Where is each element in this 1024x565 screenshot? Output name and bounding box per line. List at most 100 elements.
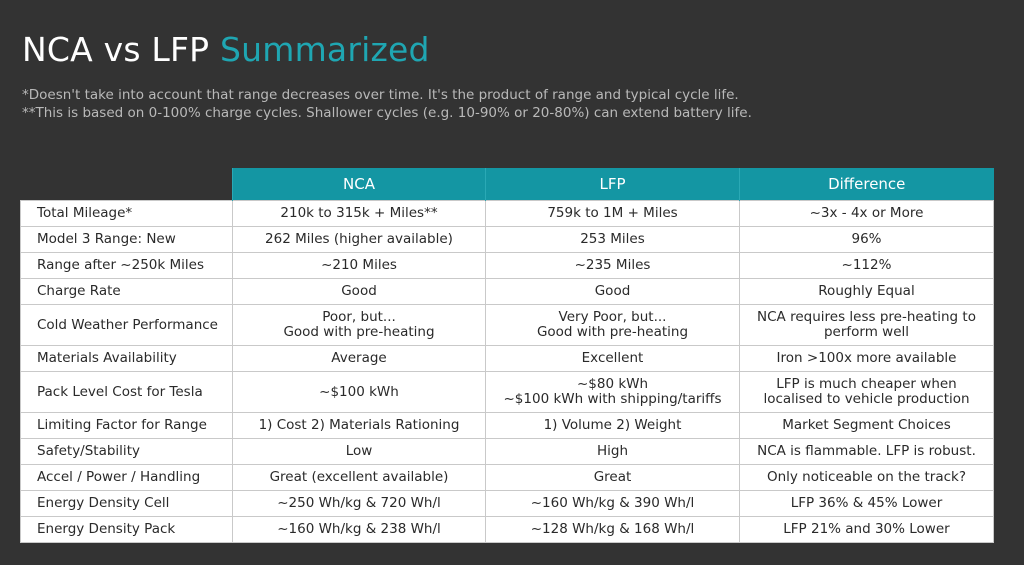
cell-line: NCA requires less pre-heating to	[757, 309, 976, 325]
page-title: NCA vs LFP Summarized	[22, 30, 430, 69]
title-accent: Summarized	[219, 30, 430, 69]
table-row: Energy Density Pack ~160 Wh/kg & 238 Wh/l…	[20, 516, 994, 543]
cell-lfp: ~$80 kWh ~$100 kWh with shipping/tariffs	[485, 371, 740, 413]
header-lfp: LFP	[485, 168, 740, 201]
cell-nca: ~250 Wh/kg & 720 Wh/l	[232, 490, 486, 517]
cell-lfp: ~128 Wh/kg & 168 Wh/l	[485, 516, 740, 543]
cell-line: Great	[593, 469, 632, 485]
table-row: Model 3 Range: New 262 Miles (higher avai…	[20, 226, 994, 253]
cell-difference: NCA requires less pre-heating to perform …	[739, 304, 994, 346]
cell-line: Excellent	[581, 350, 644, 366]
cell-difference: Roughly Equal	[739, 278, 994, 305]
cell-line: ~250 Wh/kg & 720 Wh/l	[277, 495, 441, 511]
row-label: Limiting Factor for Range	[20, 412, 233, 439]
table-row: Materials Availability Average Excellent Ir…	[20, 345, 994, 372]
table-row: Pack Level Cost for Tesla ~$100 kWh ~$80 k…	[20, 371, 994, 413]
cell-line: 262 Miles (higher available)	[265, 231, 453, 247]
cell-line: ~160 Wh/kg & 390 Wh/l	[530, 495, 695, 511]
cell-difference: LFP 21% and 30% Lower	[739, 516, 994, 543]
row-label: Range after ~250k Miles	[20, 252, 233, 279]
cell-nca: ~210 Miles	[232, 252, 486, 279]
cell-nca: ~160 Wh/kg & 238 Wh/l	[232, 516, 486, 543]
cell-line: 759k to 1M + Miles	[547, 205, 678, 221]
cell-nca: 210k to 315k + Miles**	[232, 200, 486, 227]
cell-line: Good with pre-heating	[536, 324, 689, 340]
row-label: Energy Density Cell	[20, 490, 233, 517]
cell-line: Iron >100x more available	[776, 350, 957, 366]
cell-line: ~210 Miles	[321, 257, 397, 273]
cell-nca: Good	[232, 278, 486, 305]
cell-line: 1) Cost 2) Materials Rationing	[258, 417, 460, 433]
table-row: Charge Rate Good Good Roughly Equal	[20, 278, 994, 305]
header-blank	[21, 168, 233, 201]
cell-line: ~128 Wh/kg & 168 Wh/l	[530, 521, 695, 537]
cell-difference: Market Segment Choices	[739, 412, 994, 439]
cell-line: ~$100 kWh	[319, 383, 399, 400]
header-nca: NCA	[232, 168, 486, 201]
row-label: Pack Level Cost for Tesla	[20, 371, 233, 413]
row-label: Charge Rate	[20, 278, 233, 305]
table-row: Cold Weather Performance Poor, but... Good…	[20, 304, 994, 346]
cell-difference: LFP 36% & 45% Lower	[739, 490, 994, 517]
cell-line: ~160 Wh/kg & 238 Wh/l	[277, 521, 441, 537]
cell-nca: Great (excellent available)	[232, 464, 486, 491]
cell-line: Only noticeable on the track?	[766, 469, 967, 485]
cell-difference: Iron >100x more available	[739, 345, 994, 372]
cell-line: LFP 36% & 45% Lower	[790, 495, 943, 511]
cell-line: ~112%	[841, 257, 892, 273]
table-row: Limiting Factor for Range 1) Cost 2) Mate…	[20, 412, 994, 439]
cell-difference: ~3x - 4x or More	[739, 200, 994, 227]
cell-nca: Poor, but... Good with pre-heating	[232, 304, 486, 346]
cell-line: Good	[594, 283, 631, 299]
cell-line: LFP is much cheaper when	[776, 376, 957, 392]
title-main: NCA vs LFP	[22, 30, 220, 69]
row-label: Accel / Power / Handling	[20, 464, 233, 491]
table-body: Total Mileage* 210k to 315k + Miles** 759k…	[20, 200, 994, 543]
cell-line: 1) Volume 2) Weight	[543, 417, 682, 433]
header-difference: Difference	[739, 168, 994, 201]
cell-lfp: High	[485, 438, 740, 465]
cell-line: perform well	[823, 324, 910, 340]
row-label: Energy Density Pack	[20, 516, 233, 543]
footnote-1: *Doesn't take into account that range de…	[22, 87, 739, 103]
table-row: Safety/Stability Low High NCA is flammable.…	[20, 438, 994, 465]
cell-lfp: Excellent	[485, 345, 740, 372]
cell-line: Good with pre-heating	[283, 324, 435, 340]
row-label: Total Mileage*	[20, 200, 233, 227]
table-row: Energy Density Cell ~250 Wh/kg & 720 Wh/l…	[20, 490, 994, 517]
cell-line: ~$80 kWh	[576, 376, 649, 392]
cell-line: Average	[331, 350, 387, 366]
cell-lfp: 759k to 1M + Miles	[485, 200, 740, 227]
cell-line: Low	[345, 443, 373, 459]
cell-line: 253 Miles	[580, 231, 645, 247]
cell-lfp: 1) Volume 2) Weight	[485, 412, 740, 439]
cell-lfp: 253 Miles	[485, 226, 740, 253]
row-label: Materials Availability	[20, 345, 233, 372]
comparison-table: NCA LFP Difference Total Mileage* 210k to…	[20, 168, 994, 543]
cell-line: ~3x - 4x or More	[809, 205, 924, 221]
cell-difference: 96%	[739, 226, 994, 253]
cell-lfp: ~160 Wh/kg & 390 Wh/l	[485, 490, 740, 517]
row-label: Cold Weather Performance	[20, 304, 233, 346]
table-row: Range after ~250k Miles ~210 Miles ~235 Mi…	[20, 252, 994, 279]
cell-difference: ~112%	[739, 252, 994, 279]
cell-nca: 1) Cost 2) Materials Rationing	[232, 412, 486, 439]
cell-lfp: Great	[485, 464, 740, 491]
cell-difference: Only noticeable on the track?	[739, 464, 994, 491]
table-row: Total Mileage* 210k to 315k + Miles** 759k…	[20, 200, 994, 227]
cell-difference: NCA is flammable. LFP is robust.	[739, 438, 994, 465]
cell-lfp: ~235 Miles	[485, 252, 740, 279]
cell-line: ~$100 kWh with shipping/tariffs	[503, 391, 722, 407]
cell-difference: LFP is much cheaper when localised to veh…	[739, 371, 994, 413]
row-label: Model 3 Range: New	[20, 226, 233, 253]
cell-line: localised to vehicle production	[763, 391, 970, 407]
cell-line: Great (excellent available)	[269, 469, 449, 485]
cell-lfp: Very Poor, but... Good with pre-heating	[485, 304, 740, 346]
cell-line: 210k to 315k + Miles**	[280, 205, 438, 221]
cell-lfp: Good	[485, 278, 740, 305]
cell-line: ~235 Miles	[574, 257, 651, 273]
cell-nca: Low	[232, 438, 486, 465]
row-label: Safety/Stability	[20, 438, 233, 465]
table-row: Accel / Power / Handling Great (excellent…	[20, 464, 994, 491]
cell-line: LFP 21% and 30% Lower	[783, 521, 950, 537]
